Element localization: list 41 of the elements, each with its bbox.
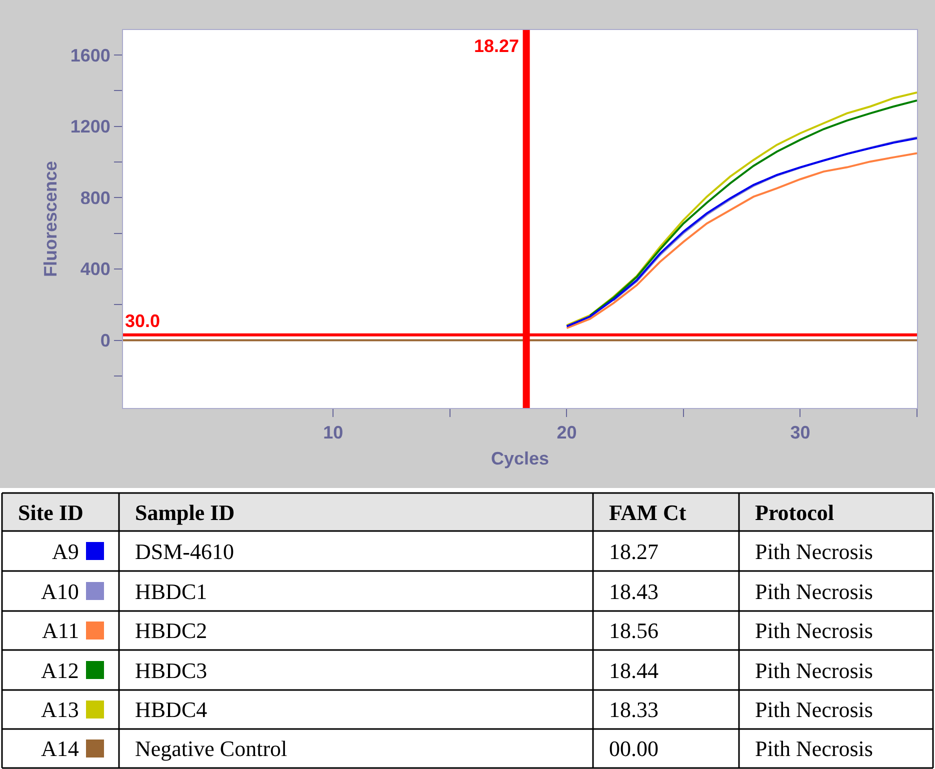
text: Pith Necrosis (755, 618, 873, 643)
ref-line-label: 30.0 (125, 311, 160, 331)
y-tick-label: 400 (80, 259, 110, 280)
text: 18.43 (609, 579, 658, 604)
x-tick-label: 10 (323, 422, 344, 443)
y-tick-label: 1200 (70, 116, 110, 137)
text: A14 (41, 736, 79, 761)
text: Pith Necrosis (755, 579, 873, 604)
text: Pith Necrosis (755, 539, 873, 564)
text: FAM Ct (609, 500, 687, 525)
y-tick-label: 0 (100, 330, 110, 351)
line-series (612, 136, 917, 302)
text: 18.44 (609, 658, 658, 683)
text: 18.33 (609, 697, 658, 722)
y-tick-label: 1600 (70, 45, 110, 66)
text: Pith Necrosis (755, 658, 873, 683)
legend-label: Negative Control (135, 736, 288, 761)
ref-line-label: 18.27 (474, 36, 520, 56)
x-tick-label: 20 (556, 422, 577, 443)
legend-label: HBDC1 (135, 579, 208, 604)
text: A10 (41, 579, 79, 604)
text: 00.00 (609, 736, 658, 761)
text: Pith Necrosis (755, 736, 873, 761)
text: Pith Necrosis (755, 697, 873, 722)
text: A13 (41, 697, 79, 722)
x-axis-title: Cycles (490, 448, 550, 469)
text: A12 (41, 658, 79, 683)
text: A11 (42, 618, 80, 643)
legend-label: DSM-4610 (135, 539, 234, 564)
y-axis-title: Fluorescence (40, 160, 61, 278)
text: Sample ID (135, 500, 235, 525)
text: 18.56 (609, 618, 658, 643)
legend-label: HBDC3 (135, 658, 208, 683)
x-tick-label: 30 (790, 422, 810, 443)
text: A9 (52, 539, 79, 564)
text: 18.27 (609, 539, 658, 564)
legend-label: HBDC4 (135, 697, 208, 722)
text: Protocol (755, 500, 834, 525)
text: Site ID (18, 500, 84, 525)
y-tick-label: 800 (80, 188, 110, 208)
legend-label: HBDC2 (135, 618, 208, 643)
